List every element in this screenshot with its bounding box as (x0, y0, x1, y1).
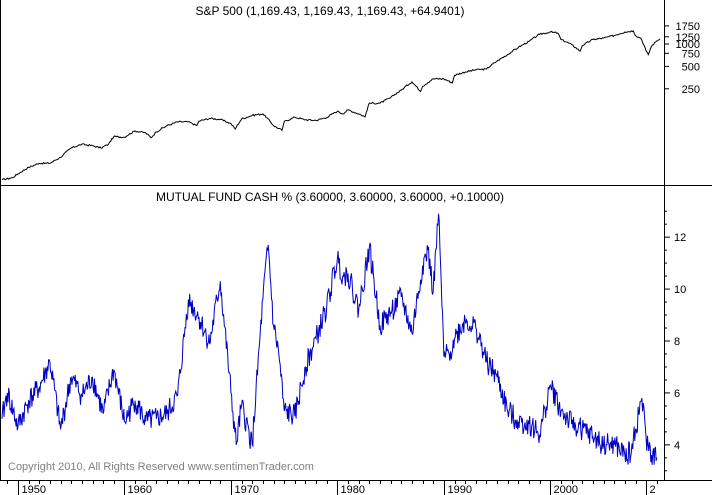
cash-y-tick-label: 8 (674, 336, 680, 348)
sp500-y-tick-label: 1750 (676, 21, 700, 33)
x-axis: 1950 1960 1970 1980 1990 2000 2 (7, 480, 658, 495)
sp500-y-tick-label: 750 (682, 48, 700, 60)
x-tick-label: 2000 (554, 484, 578, 495)
x-tick-label: 2 (650, 484, 656, 495)
sp500-y-tick-label: 1000 (676, 39, 700, 51)
sp500-y-tick-label: 500 (682, 61, 700, 73)
cash-y-axis: 12 10 8 6 4 (664, 210, 686, 472)
x-tick-label: 1960 (128, 484, 152, 495)
sp500-title: S&P 500 (1,169.43, 1,169.43, 1,169.43, +… (196, 4, 465, 18)
cash-y-tick-label: 4 (674, 440, 680, 452)
cash-y-tick-label: 10 (674, 284, 686, 296)
x-tick-label: 1970 (235, 484, 259, 495)
sp500-series-line (1, 30, 661, 181)
copyright-text: Copyright 2010, All Rights Reserved www.… (8, 461, 314, 473)
x-tick-label: 1980 (341, 484, 365, 495)
cash-series-line (1, 213, 658, 465)
sp500-panel: S&P 500 (1,169.43, 1,169.43, 1,169.43, +… (0, 0, 700, 185)
cash-y-tick-label: 6 (674, 388, 680, 400)
x-tick-label: 1990 (448, 484, 472, 495)
cash-title: MUTUAL FUND CASH % (3.60000, 3.60000, 3.… (156, 190, 504, 204)
x-tick-label: 1950 (22, 484, 46, 495)
sp500-y-tick-label: 1250 (676, 32, 700, 44)
cash-panel: MUTUAL FUND CASH % (3.60000, 3.60000, 3.… (0, 186, 686, 480)
sp500-y-tick-label: 250 (682, 84, 700, 96)
cash-y-tick-label: 12 (674, 232, 686, 244)
